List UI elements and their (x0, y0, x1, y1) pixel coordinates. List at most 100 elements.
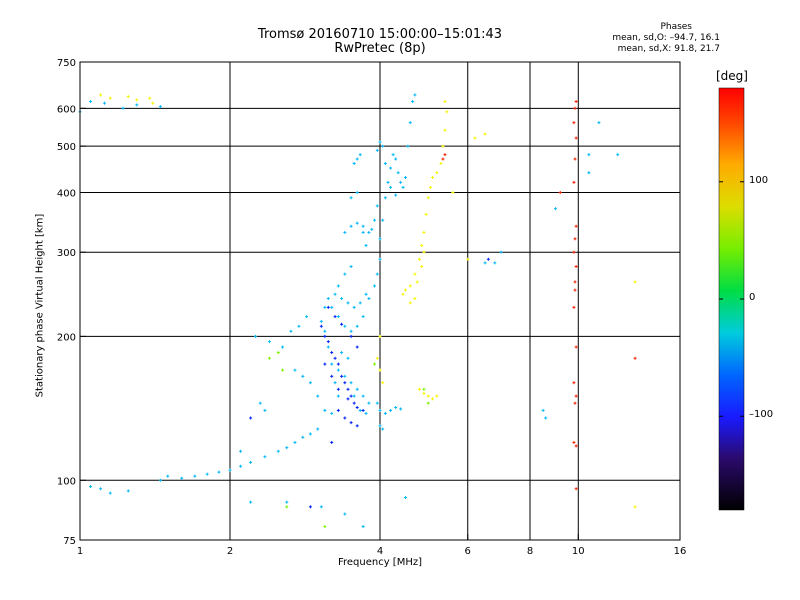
data-point (126, 489, 130, 493)
phases-legend: Phases mean, sd,O: –94.7, 16.1 mean, sd,… (600, 22, 720, 55)
y-tick-label: 400 (57, 188, 76, 199)
data-point (205, 472, 209, 476)
data-point (343, 381, 347, 385)
data-point (343, 324, 347, 328)
data-point (349, 196, 353, 200)
data-point (361, 230, 365, 234)
data-point (336, 394, 340, 398)
data-point (99, 93, 103, 97)
chart-title: Tromsø 20160710 15:00:00–15:01:43 (257, 27, 503, 42)
data-point (396, 171, 400, 175)
data-point (343, 374, 347, 378)
data-point (99, 487, 103, 491)
data-point (355, 405, 359, 409)
data-point (616, 153, 620, 157)
data-point (158, 478, 162, 482)
grid-lines (80, 62, 680, 540)
data-point (323, 334, 327, 338)
data-point (239, 464, 243, 468)
data-point (378, 424, 382, 428)
y-tick-label: 100 (57, 476, 76, 487)
data-point (574, 136, 578, 140)
data-point (375, 204, 379, 208)
data-point (574, 100, 578, 104)
data-point (148, 96, 152, 100)
data-point (422, 250, 426, 254)
data-point (633, 505, 637, 509)
data-point (289, 329, 293, 333)
data-point (370, 227, 374, 231)
data-point (420, 265, 424, 269)
y-tick-label: 750 (57, 58, 76, 69)
colorbar-tick-label: 100 (749, 174, 769, 186)
data-point (346, 397, 350, 401)
data-point (355, 345, 359, 349)
data-point (389, 185, 393, 189)
data-point (89, 100, 93, 104)
data-point (422, 387, 426, 391)
data-point (249, 460, 253, 464)
data-point (285, 500, 289, 504)
data-point (413, 93, 417, 97)
data-point (352, 394, 356, 398)
data-point (413, 272, 417, 276)
data-point (364, 292, 368, 296)
data-point (375, 148, 379, 152)
data-point (574, 487, 578, 491)
axis-ticks: 1 2 4 6 8 10 16 75 100 200 300 400 500 600 750 (57, 58, 686, 557)
data-point (253, 334, 257, 338)
data-point (373, 284, 377, 288)
data-point (573, 288, 577, 292)
data-point (431, 175, 435, 179)
data-point (330, 305, 334, 309)
data-point (573, 157, 577, 161)
data-point (573, 106, 577, 110)
data-point (267, 340, 271, 344)
data-point (346, 387, 350, 391)
data-point (573, 401, 577, 405)
data-point (499, 250, 503, 254)
data-point (349, 421, 353, 425)
x-tick-label: 2 (227, 546, 233, 557)
data-point (358, 408, 362, 412)
data-point (276, 351, 280, 355)
data-point (408, 301, 412, 305)
data-point (361, 408, 365, 412)
data-point (343, 416, 347, 420)
data-point (399, 180, 403, 184)
data-point (352, 161, 356, 165)
data-point (323, 305, 327, 309)
data-point (281, 368, 285, 372)
data-point (413, 297, 417, 301)
y-tick-label: 75 (63, 536, 76, 547)
data-point (574, 345, 578, 349)
data-point (378, 237, 382, 241)
data-point (336, 284, 340, 288)
data-point (267, 356, 271, 360)
data-point (394, 193, 398, 197)
data-point (319, 319, 323, 323)
data-point (381, 427, 385, 431)
data-point (378, 140, 382, 144)
data-point (391, 153, 395, 157)
colorbar-unit: [deg] (716, 69, 748, 83)
data-point (158, 105, 162, 109)
data-point (383, 196, 387, 200)
data-point (333, 292, 337, 296)
data-point (135, 98, 139, 102)
data-point (428, 185, 432, 189)
data-point (381, 381, 385, 385)
data-point (408, 121, 412, 125)
x-tick-label: 16 (674, 546, 687, 557)
data-point (108, 491, 112, 495)
data-point (558, 190, 562, 194)
data-point (386, 180, 390, 184)
data-point (381, 218, 385, 222)
data-point (381, 144, 385, 148)
data-point (435, 171, 439, 175)
data-point (574, 224, 578, 228)
data-point (633, 356, 637, 360)
data-point (330, 362, 334, 366)
data-point (333, 315, 337, 319)
data-point (572, 305, 576, 309)
